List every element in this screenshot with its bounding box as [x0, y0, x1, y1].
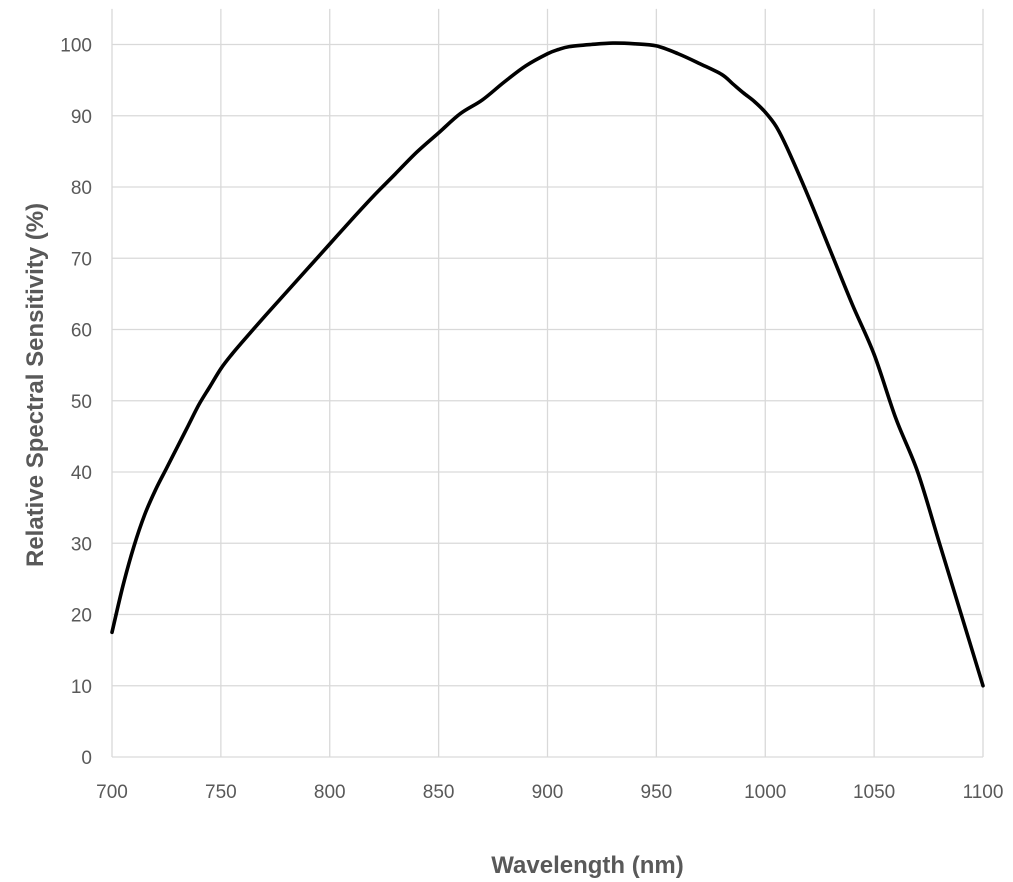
sensitivity-curve — [110, 41, 985, 688]
y-tick-label: 50 — [71, 392, 92, 413]
x-tick-label: 900 — [532, 782, 564, 803]
x-tick-label: 750 — [205, 782, 237, 803]
x-axis-title: Wavelength (nm) — [491, 852, 683, 879]
x-tick-label: 850 — [423, 782, 455, 803]
y-tick-label: 10 — [71, 677, 92, 698]
y-axis-title: Relative Spectral Sensitivity (%) — [22, 203, 49, 567]
y-tick-label: 0 — [81, 748, 92, 769]
x-tick-label: 800 — [314, 782, 346, 803]
x-tick-label: 1000 — [744, 782, 786, 803]
x-tick-label: 950 — [641, 782, 673, 803]
y-tick-label: 70 — [71, 249, 92, 270]
x-tick-label: 1050 — [853, 782, 895, 803]
y-tick-label: 100 — [60, 36, 92, 57]
y-tick-label: 60 — [71, 321, 92, 342]
y-tick-label: 40 — [71, 463, 92, 484]
x-tick-label: 700 — [96, 782, 128, 803]
y-tick-label: 90 — [71, 107, 92, 128]
x-tick-label: 1100 — [963, 782, 1004, 803]
y-tick-label: 80 — [71, 178, 92, 199]
y-tick-label: 30 — [71, 534, 92, 555]
y-tick-label: 20 — [71, 606, 92, 627]
